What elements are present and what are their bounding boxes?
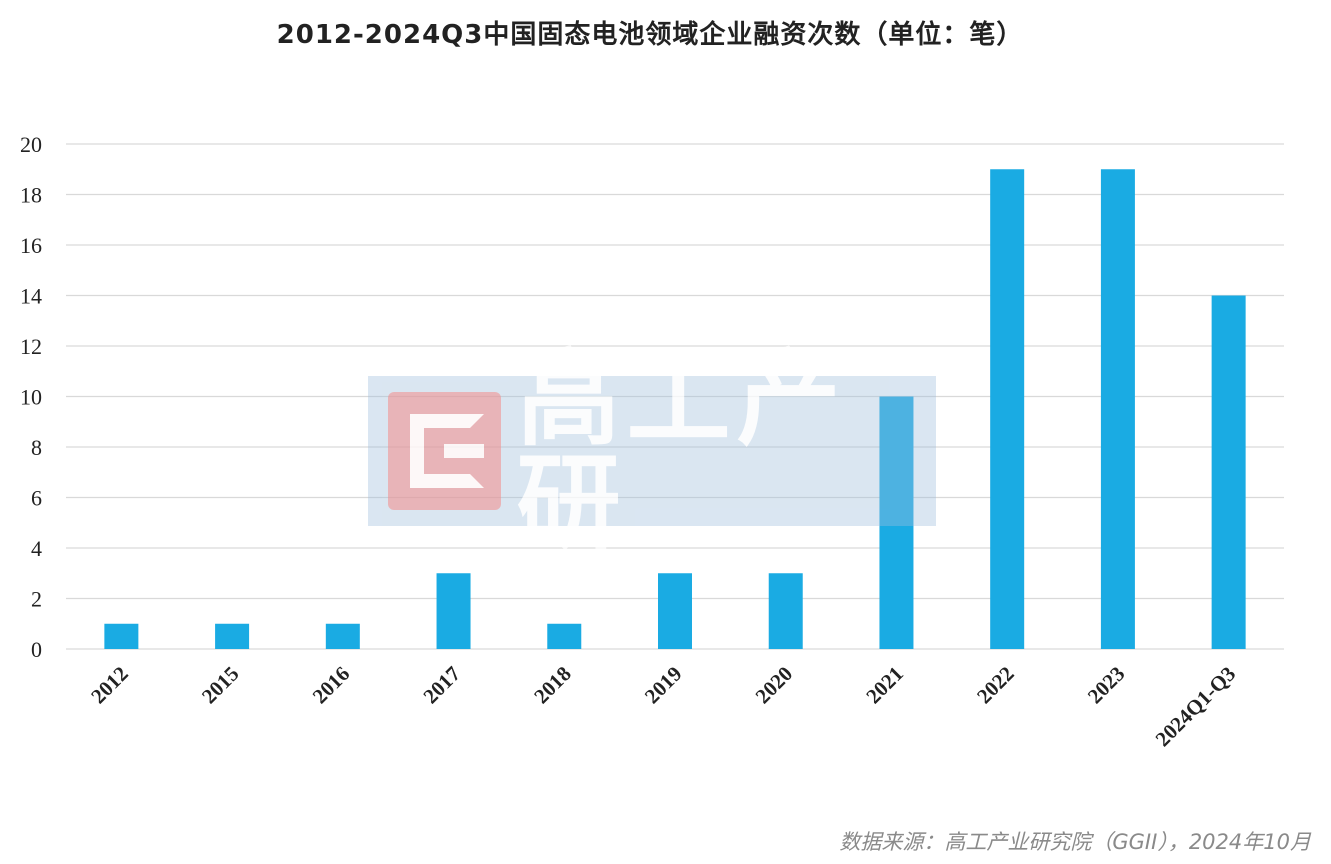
x-tick-label: 2018 bbox=[529, 662, 576, 709]
chart-title: 2012-2024Q3中国固态电池领域企业融资次数（单位：笔） bbox=[276, 20, 1024, 50]
x-tick-label: 2016 bbox=[308, 662, 355, 709]
bar-2018 bbox=[547, 623, 582, 649]
bar-2024Q1-Q3 bbox=[1211, 295, 1246, 649]
bar-2016 bbox=[325, 623, 360, 649]
bar-2012 bbox=[104, 623, 139, 649]
y-tick-label: 18 bbox=[20, 183, 42, 208]
bar-2022 bbox=[990, 169, 1025, 649]
x-tick-label: 2015 bbox=[197, 662, 244, 709]
x-tick-label: 2021 bbox=[861, 662, 908, 709]
y-tick-label: 4 bbox=[31, 536, 42, 561]
watermark-text: 高工产研 bbox=[516, 338, 847, 564]
bar-2017 bbox=[436, 573, 471, 649]
y-tick-label: 12 bbox=[20, 334, 42, 359]
bars bbox=[104, 169, 1246, 649]
x-tick-label: 2020 bbox=[751, 662, 798, 709]
y-tick-label: 20 bbox=[20, 132, 42, 157]
watermark-logo-icon bbox=[388, 392, 501, 510]
y-tick-label: 16 bbox=[20, 233, 42, 258]
y-tick-label: 14 bbox=[20, 284, 42, 309]
bar-2023 bbox=[1100, 169, 1135, 649]
y-tick-label: 8 bbox=[31, 435, 42, 460]
y-tick-label: 2 bbox=[31, 587, 42, 612]
bar-2015 bbox=[215, 623, 250, 649]
source-note: 数据来源：高工产业研究院（GGII），2024年10月 bbox=[839, 830, 1311, 854]
x-tick-label: 2017 bbox=[418, 662, 465, 709]
x-tick-label: 2019 bbox=[640, 662, 687, 709]
bar-2019 bbox=[658, 573, 692, 649]
y-tick-label: 6 bbox=[31, 486, 42, 511]
watermark: 高工产研 bbox=[368, 347, 936, 555]
bar-2021 bbox=[879, 396, 914, 649]
y-tick-label: 10 bbox=[20, 385, 42, 410]
y-tick-label: 0 bbox=[31, 637, 42, 662]
x-tick-label: 2023 bbox=[1083, 662, 1130, 709]
x-tick-label: 2022 bbox=[972, 662, 1019, 709]
y-axis-ticks: 0 2 4 6 8 10 12 14 16 18 20 bbox=[20, 132, 42, 662]
x-tick-label: 2012 bbox=[86, 662, 133, 709]
x-axis-ticks: 2012 2015 2016 2017 2018 2019 2020 2021 2022 2023… bbox=[86, 662, 1240, 752]
x-tick-label: 2024Q1-Q3 bbox=[1151, 662, 1241, 752]
bar-2020 bbox=[768, 573, 803, 649]
